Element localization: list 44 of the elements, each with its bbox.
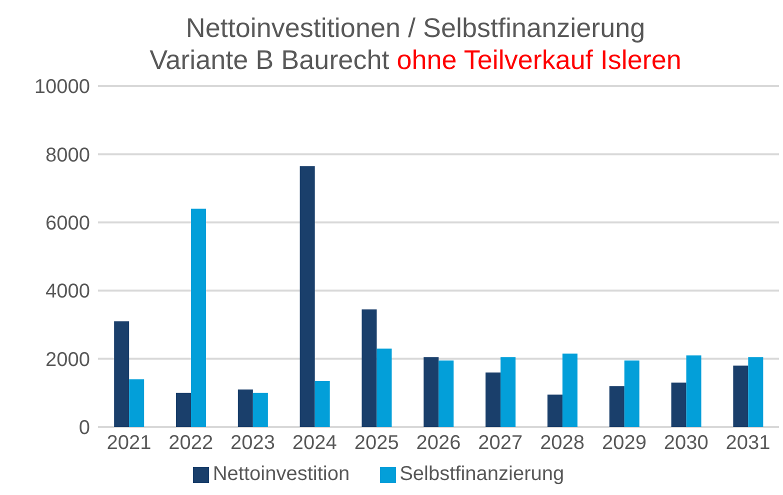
x-tick-label: 2031 (726, 432, 770, 454)
x-tick-label: 2027 (478, 432, 523, 454)
x-tick-label: 2030 (664, 432, 708, 454)
y-tick-label: 6000 (46, 212, 90, 234)
bar (176, 392, 192, 427)
bar (129, 379, 144, 427)
x-tick-label: 2028 (540, 432, 585, 454)
y-tick-label: 8000 (46, 144, 90, 166)
bar (562, 354, 578, 427)
bar (300, 166, 315, 427)
bar (733, 366, 748, 427)
bar (238, 389, 253, 427)
bar (252, 392, 268, 427)
legend-label: Selbstfinanzierung (400, 463, 564, 485)
y-tick-label: 0 (78, 417, 90, 440)
bar (191, 208, 206, 427)
x-tick-label: 2021 (106, 432, 152, 454)
x-tick-label: 2025 (354, 432, 399, 454)
bar (686, 355, 702, 427)
y-tick-label: 4000 (46, 280, 90, 303)
y-tick-label: 2000 (46, 348, 90, 371)
bar (438, 360, 454, 427)
chart-subtitle: Variante B Baurecht (150, 45, 390, 75)
bar (609, 386, 624, 427)
bar (362, 309, 377, 427)
bar (376, 348, 392, 427)
chart-title: Nettoinvestitionen / Selbstfinanzierung (184, 12, 646, 44)
text: ohne Teilverkauf Isleren (396, 45, 682, 75)
bar (748, 357, 764, 427)
x-tick-label: 2029 (602, 432, 646, 454)
bar (314, 380, 330, 427)
bar (671, 382, 686, 427)
bar (114, 321, 130, 427)
bar (624, 360, 640, 427)
bar (547, 394, 562, 427)
x-tick-label: 2023 (230, 432, 276, 454)
x-tick-label: 2022 (168, 432, 214, 454)
bar (424, 357, 439, 427)
x-tick-label: 2024 (292, 432, 337, 454)
x-tick-label: 2026 (416, 432, 461, 454)
bar (500, 357, 516, 427)
bar (486, 372, 501, 427)
y-tick-label: 10000 (34, 76, 90, 98)
legend-label: Nettoinvestition (212, 463, 350, 485)
